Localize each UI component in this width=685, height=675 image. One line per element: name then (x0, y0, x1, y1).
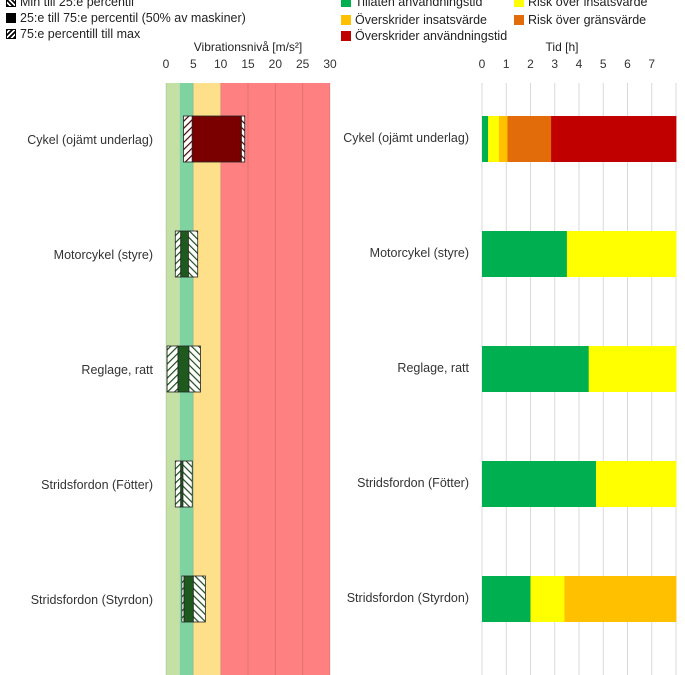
range-q3-max-bar (241, 115, 246, 163)
legend-item-risk-insats: Risk över insatsvärde (514, 0, 648, 10)
x-tick-label: 30 (323, 57, 337, 71)
legend-item-overskrider-insats: Överskrider insatsvärde (341, 12, 487, 28)
range-min-q1-bar (174, 230, 182, 278)
solid-square-icon (6, 13, 16, 23)
range-q3-max-bar (188, 230, 199, 278)
stack-segment-till-ten-anv-ndningstid (482, 116, 489, 162)
x-tick-label: 3 (551, 57, 558, 71)
stack-segment-verskrider-anv-ndningstid (551, 116, 677, 162)
x-tick-label: 5 (190, 57, 197, 71)
x-tick-label: 15 (241, 57, 255, 71)
category-label-cykel-oj-mt-underlag: Cykel (ojämt underlag) (27, 133, 153, 147)
category-label-stridsfordon-styrdon: Stridsfordon (Styrdon) (347, 591, 469, 605)
stack-segment-till-ten-anv-ndningstid (482, 231, 568, 277)
category-label-stridsfordon-styrdon: Stridsfordon (Styrdon) (31, 593, 153, 607)
swatch-red-icon (341, 31, 351, 41)
range-q1-q3-bar (183, 575, 194, 623)
x-tick-label: 20 (269, 57, 283, 71)
x-tick-label: 10 (214, 57, 228, 71)
category-label-motorcykel-styre: Motorcykel (styre) (370, 246, 469, 260)
stack-segment-risk-ver-insatsv-rde (588, 346, 677, 392)
swatch-green-icon (341, 0, 351, 7)
time-chart: 0 1 2 3 4 5 6 7 Cykel (ojämt underlag) Motorcykel… (343, 57, 677, 675)
x-tick-label: 5 (600, 57, 607, 71)
x-tick-label: 2 (527, 57, 534, 71)
range-q3-max-bar (188, 345, 201, 393)
x-tick-label: 6 (624, 57, 631, 71)
stack-segment-till-ten-anv-ndningstid (482, 576, 531, 622)
hatch-max-icon (6, 29, 16, 39)
right-axis-title: Tid [h] (545, 40, 579, 54)
x-tick-label: 1 (503, 57, 510, 71)
stack-segment-risk-ver-insatsv-rde (530, 576, 565, 622)
x-tick-label: 0 (163, 57, 170, 71)
left-axis-title: Vibrationsnivå [m/s²] (193, 40, 303, 54)
swatch-gold-icon (341, 15, 351, 25)
x-tick-label: 4 (576, 57, 583, 71)
swatch-orange-icon (514, 15, 524, 25)
category-label-reglage-ratt: Reglage, ratt (397, 361, 469, 375)
stack-segment-verskrider-insatsv-rde (564, 576, 677, 622)
category-label-motorcykel-styre: Motorcykel (styre) (54, 248, 153, 262)
category-label-reglage-ratt: Reglage, ratt (81, 363, 153, 377)
legend-item-min-q1: Min till 25:e percentil (6, 0, 134, 10)
category-label-cykel-oj-mt-underlag: Cykel (ojämt underlag) (343, 131, 469, 145)
range-q1-q3-bar (191, 115, 242, 163)
stack-segment-risk-ver-insatsv-rde (566, 231, 677, 277)
legend-item-q1-q3: 25:e till 75:e percentil (50% av maskine… (6, 10, 246, 26)
stack-segment-till-ten-anv-ndningstid (482, 346, 590, 392)
x-tick-label: 0 (479, 57, 486, 71)
legend-item-overskrider-tid: Överskrider användningstid (341, 28, 507, 44)
stack-segment-risk-ver-insatsv-rde (488, 116, 500, 162)
range-q1-q3-bar (180, 230, 189, 278)
legend-item-tillaten: Tillåten användningstid (341, 0, 482, 10)
range-min-q1-bar (183, 115, 193, 163)
stack-segment-risk-ver-gr-nsv-rde (507, 116, 552, 162)
zone-band-3 (220, 83, 330, 675)
category-label-stridsfordon-f-tter: Stridsfordon (Fötter) (41, 478, 153, 492)
stack-segment-till-ten-anv-ndningstid (482, 461, 597, 507)
legend-item-q3-max: 75:e percentill till max (6, 26, 140, 42)
x-tick-label: 25 (296, 57, 310, 71)
range-q1-q3-bar (177, 345, 190, 393)
stack-segment-verskrider-insatsv-rde (498, 116, 508, 162)
category-label-stridsfordon-f-tter: Stridsfordon (Fötter) (357, 476, 469, 490)
hatch-min-icon (6, 0, 16, 7)
vibration-chart: 0 5 10 15 20 25 30 Cykel (ojämt underlag) Motorc… (27, 57, 337, 675)
range-q3-max-bar (182, 460, 193, 508)
x-tick-label: 7 (648, 57, 655, 71)
swatch-yellow-icon (514, 0, 524, 7)
legend-item-risk-grans: Risk över gränsvärde (514, 12, 646, 28)
stack-segment-risk-ver-insatsv-rde (595, 461, 677, 507)
range-q3-max-bar (192, 575, 206, 623)
range-min-q1-bar (166, 345, 179, 393)
range-min-q1-bar (174, 460, 182, 508)
